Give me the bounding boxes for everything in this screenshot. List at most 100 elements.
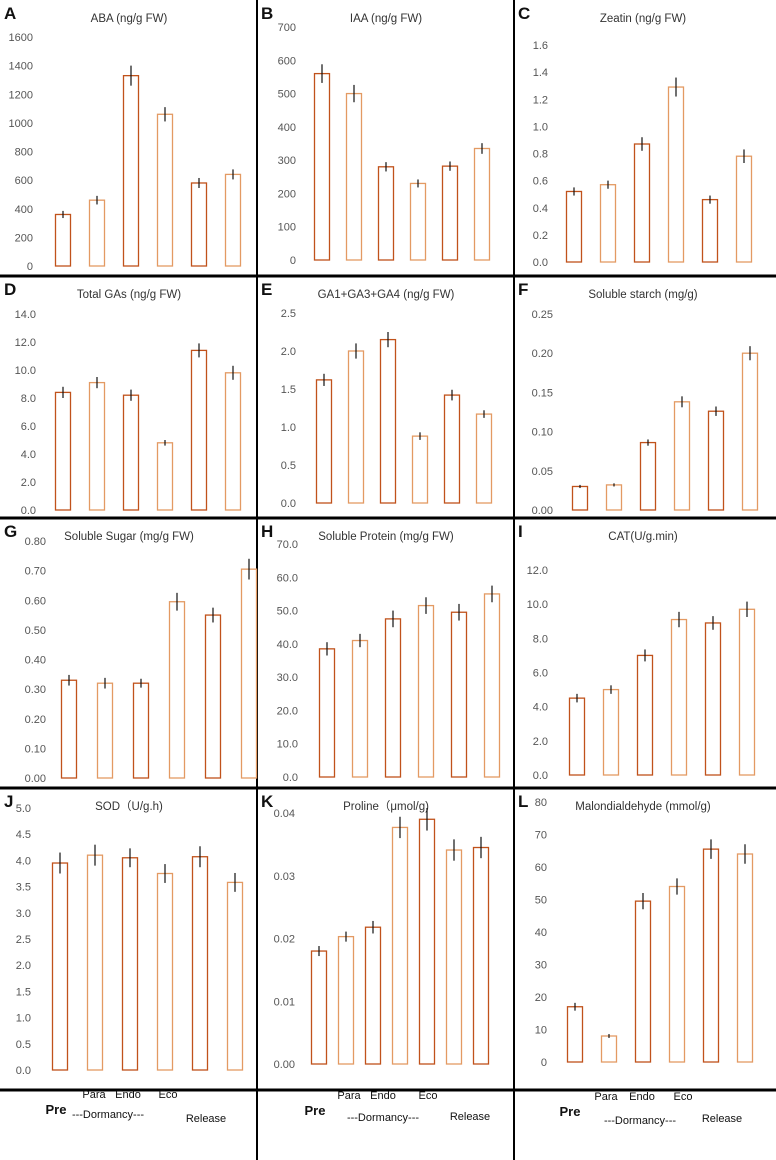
- bar: [156, 113, 174, 267]
- y-tick-label: 8.0: [533, 633, 548, 645]
- y-tick-label: 0.04: [274, 808, 295, 820]
- bar: [483, 593, 501, 778]
- y-tick-label: 600: [15, 175, 33, 187]
- panel-letter: L: [518, 792, 528, 811]
- y-tick-label: 0.05: [532, 466, 553, 478]
- panel-letter: E: [261, 280, 272, 299]
- y-tick-label: 50.0: [277, 606, 298, 618]
- bar: [54, 213, 72, 267]
- y-tick-label: 2.0: [16, 960, 31, 972]
- bar: [668, 885, 686, 1063]
- x-category-label: Release: [702, 1113, 742, 1125]
- panel-title: Soluble starch (mg/g): [588, 289, 697, 301]
- group-label-dormancy: ---Dormancy---: [72, 1109, 144, 1121]
- bar: [443, 394, 461, 504]
- panel-letter: K: [261, 792, 274, 811]
- panel-letter: F: [518, 280, 528, 299]
- panel-title: ABA (ng/g FW): [91, 13, 168, 25]
- y-tick-label: 12.0: [527, 565, 548, 577]
- bar: [156, 442, 174, 511]
- bar: [473, 147, 491, 261]
- y-tick-label: 20.0: [277, 705, 298, 717]
- panel-title: Proline（μmol/g): [343, 800, 429, 813]
- y-tick-label: 60: [535, 862, 547, 874]
- bar: [313, 72, 331, 261]
- y-tick-label: 10.0: [15, 365, 36, 377]
- y-tick-label: 1.6: [533, 40, 548, 52]
- bar: [409, 182, 427, 261]
- y-tick-label: 10.0: [527, 599, 548, 611]
- panel-l: L Malondialdehyde (mmol/g) 0 10 20 30 40 50 60 70…: [518, 792, 754, 1069]
- bar: [639, 441, 657, 511]
- x-category-label: Release: [450, 1111, 490, 1123]
- panel-letter: C: [518, 4, 530, 23]
- panel-letter: I: [518, 522, 523, 541]
- x-category-label: Eco: [159, 1089, 178, 1101]
- x-category-label: Release: [186, 1113, 226, 1125]
- panel-d: D Total GAs (ng/g FW) 0.0 2.0 4.0 6.0 8.0 10.0 1…: [4, 280, 242, 517]
- x-category-label: Pre: [305, 1103, 326, 1118]
- panel-h: H Soluble Protein (mg/g FW) 0.0 10.0 20.0 30.…: [261, 522, 501, 784]
- y-tick-label: 30: [535, 960, 547, 972]
- y-tick-label: 0.0: [16, 1065, 31, 1077]
- y-tick-label: 0.20: [532, 348, 553, 360]
- bar: [633, 143, 651, 263]
- y-tick-label: 0.70: [25, 566, 46, 578]
- bar: [86, 854, 104, 1071]
- y-tick-label: 400: [15, 204, 33, 216]
- y-tick-label: 4.5: [16, 829, 31, 841]
- x-category-label: Para: [337, 1090, 361, 1102]
- y-tick-label: 1.0: [16, 1013, 31, 1025]
- y-tick-label: 0.8: [533, 149, 548, 161]
- bar: [224, 372, 242, 511]
- bar: [347, 350, 365, 504]
- bar: [364, 926, 382, 1065]
- x-category-label: Endo: [629, 1091, 655, 1103]
- y-tick-label: 0.00: [532, 505, 553, 517]
- panel-c: C Zeatin (ng/g FW) 0.0 0.2 0.4 0.6 0.8 1.0 1.2 1.…: [518, 4, 753, 269]
- y-tick-label: 0.10: [532, 427, 553, 439]
- y-tick-label: 10.0: [277, 739, 298, 751]
- y-tick-label: 200: [278, 188, 296, 200]
- y-tick-label: 50: [535, 895, 547, 907]
- bar: [634, 900, 652, 1063]
- y-tick-label: 0.02: [274, 934, 295, 946]
- y-tick-label: 1600: [9, 32, 33, 44]
- bar: [318, 648, 336, 778]
- y-tick-label: 1.0: [533, 121, 548, 133]
- bar: [599, 184, 617, 263]
- y-tick-label: 0.03: [274, 871, 295, 883]
- y-tick-label: 0.00: [25, 773, 46, 785]
- y-tick-label: 100: [278, 222, 296, 234]
- panel-title: Malondialdehyde (mmol/g): [575, 801, 711, 813]
- bar: [121, 857, 139, 1071]
- panel-title: Soluble Protein (mg/g FW): [318, 531, 454, 543]
- bar: [377, 166, 395, 261]
- bar: [190, 349, 208, 511]
- y-tick-label: 700: [278, 22, 296, 34]
- panel-title: Total GAs (ng/g FW): [77, 289, 181, 301]
- panel-letter: B: [261, 4, 273, 23]
- y-tick-label: 0.0: [533, 257, 548, 269]
- bar: [51, 862, 69, 1071]
- bar: [441, 165, 459, 261]
- y-tick-label: 200: [15, 232, 33, 244]
- panel-title: SOD（U/g.h): [95, 800, 163, 813]
- y-tick-label: 0.5: [16, 1039, 31, 1051]
- bar: [735, 155, 753, 263]
- y-tick-label: 70.0: [277, 539, 298, 551]
- bar: [60, 679, 78, 779]
- y-tick-label: 4.0: [16, 855, 31, 867]
- y-tick-label: 6.0: [21, 421, 36, 433]
- bar: [310, 950, 328, 1065]
- y-tick-label: 0.0: [283, 772, 298, 784]
- y-tick-label: 5.0: [16, 803, 31, 815]
- bar: [337, 935, 355, 1065]
- bar: [565, 190, 583, 263]
- y-tick-label: 500: [278, 89, 296, 101]
- bar: [566, 1006, 584, 1063]
- bar: [673, 401, 691, 511]
- y-tick-label: 0: [27, 261, 33, 273]
- y-tick-label: 4.0: [533, 702, 548, 714]
